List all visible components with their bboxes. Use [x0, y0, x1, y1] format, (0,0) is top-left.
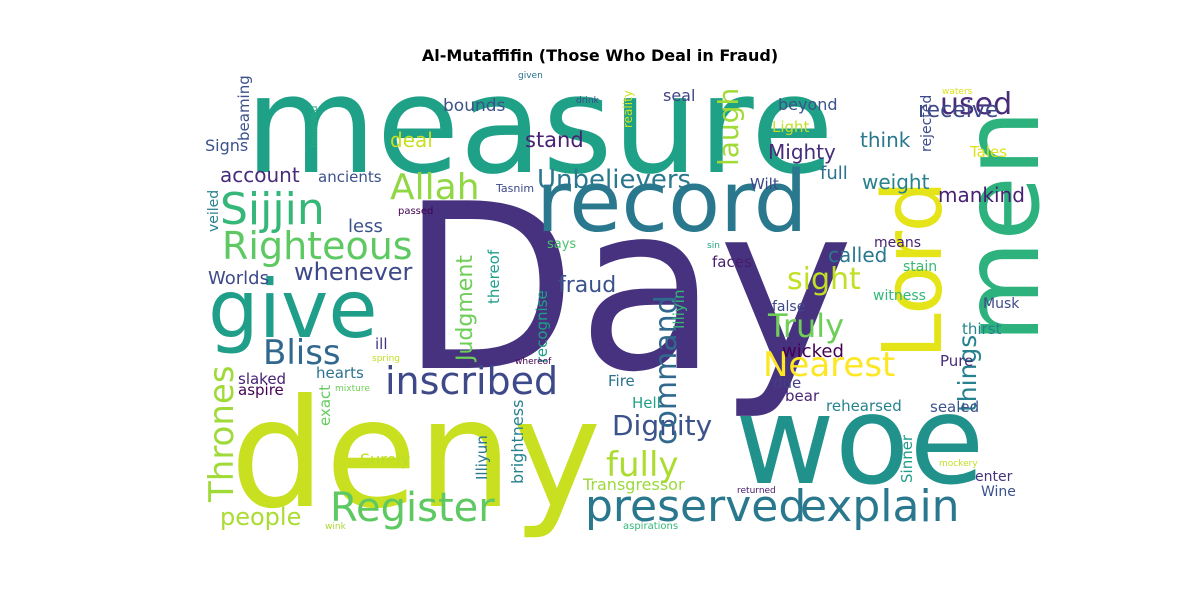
word-mankind: mankind [938, 183, 1025, 207]
word-mockery: mockery [939, 459, 978, 469]
word-wicked: wicked [782, 341, 844, 362]
word-deny: deny [230, 368, 602, 542]
word-ancients: ancients [318, 168, 382, 186]
word-waters: waters [942, 87, 973, 97]
word-wink: wink [325, 522, 346, 532]
word-signs: Signs [205, 136, 249, 155]
word-sight: sight [787, 262, 861, 297]
word-sinner: Sinner [898, 434, 916, 483]
word-receive: receive [918, 98, 999, 123]
word-bliss: Bliss [263, 333, 341, 373]
word-beyond: beyond [778, 95, 838, 114]
word-says: says [547, 237, 577, 252]
word-believed: believed [309, 105, 320, 148]
word-hell: Hell [632, 394, 661, 412]
word-illiyun: Illiyun [473, 435, 491, 480]
word-light: Light [772, 118, 810, 136]
word-give: give [208, 263, 378, 356]
word-witness: witness [873, 288, 926, 304]
word-aspirations: aspirations [623, 521, 679, 532]
word-deal: deal [390, 128, 433, 152]
word-wine: Wine [981, 484, 1016, 500]
word-pure: Pure [940, 352, 974, 370]
word-explain: explain [800, 481, 960, 532]
word-recognise: recognise [533, 290, 551, 363]
word-given: given [518, 71, 543, 81]
word-called: called [828, 243, 888, 267]
word-thrones: Thrones [202, 365, 242, 502]
chart-title: Al-Mutaffifin (Those Who Deal in Fraud) [421, 46, 779, 65]
word-woe: woe [735, 370, 985, 512]
word-drink: drink [576, 96, 599, 106]
word-enter: enter [975, 469, 1013, 485]
word-ill: ill [375, 335, 388, 353]
word-returned: returned [737, 486, 776, 496]
word-beaming: beaming [235, 75, 253, 141]
word-fraud: fraud [558, 273, 617, 298]
word-fully: fully [606, 445, 679, 485]
word-sealed: sealed [930, 398, 980, 416]
word-rehearsed: rehearsed [826, 397, 902, 415]
word-laugh: laugh [712, 87, 745, 166]
word-reality: reality [621, 90, 635, 128]
word-means: means [874, 235, 921, 251]
word-hearts: hearts [316, 364, 364, 382]
word-think: think [860, 128, 911, 152]
word-mixture: mixture [335, 384, 370, 394]
word-unbelievers: Unbelievers [537, 165, 692, 195]
word-whereof: whereof [515, 357, 552, 367]
word-aspire: aspire [238, 381, 284, 399]
word-account: account [220, 163, 300, 187]
word-seal: seal [663, 86, 696, 105]
word-brightness: brightness [508, 399, 527, 484]
word-whenever: whenever [294, 258, 413, 286]
word-sin: sin [707, 241, 720, 251]
word-mighty: Mighty [768, 140, 836, 164]
word-righteous: Righteous [222, 224, 413, 268]
word-thereof: thereof [485, 249, 503, 304]
word-bear: bear [785, 387, 820, 405]
word-tales: Tales [970, 143, 1008, 161]
word-rejected: rejected [919, 94, 935, 152]
word-faces: faces [712, 253, 752, 271]
word-preserved: preserved [585, 481, 807, 532]
word-full: full [820, 163, 848, 184]
word-truly: Truly [768, 307, 845, 345]
word-day: Day [400, 156, 855, 423]
word-measure: measure [245, 47, 834, 204]
word-less: less [348, 216, 383, 237]
word-thirst: thirst [962, 320, 1002, 338]
word-dignity: Dignity [612, 409, 713, 442]
word-spring: spring [372, 354, 401, 364]
word-inscribed: inscribed [385, 359, 559, 403]
word-wilt: Wilt [750, 175, 779, 193]
word-passed: passed [398, 206, 434, 217]
word-bounds: bounds [443, 96, 506, 116]
word-musk: Musk [983, 296, 1020, 312]
word-exact: exact [316, 384, 334, 426]
word-false: false [772, 299, 806, 315]
word-transgressor: Transgressor [583, 475, 685, 494]
word-fire: Fire [608, 372, 635, 390]
word-tasnim: Tasnim [496, 182, 535, 195]
word-record: record [536, 153, 808, 252]
word-due: due [773, 374, 802, 392]
word-stand: stand [525, 128, 584, 152]
word-worlds: Worlds [208, 268, 269, 289]
word-weight: weight [862, 170, 930, 194]
word-register: Register [330, 485, 495, 531]
word-surely: Surely [360, 450, 411, 469]
word-illiyin: Illiyin [670, 289, 688, 329]
word-nearest: Nearest [763, 345, 896, 385]
word-veiled: veiled [206, 189, 222, 232]
word-judgment: Judgment [453, 255, 478, 361]
word-people: people [220, 503, 302, 531]
word-slaked: slaked [238, 370, 287, 388]
word-used: used [940, 87, 1013, 122]
word-allah: Allah [390, 167, 480, 208]
word-sijjin: Sijjin [220, 184, 325, 235]
word-stain: stain [903, 259, 938, 275]
